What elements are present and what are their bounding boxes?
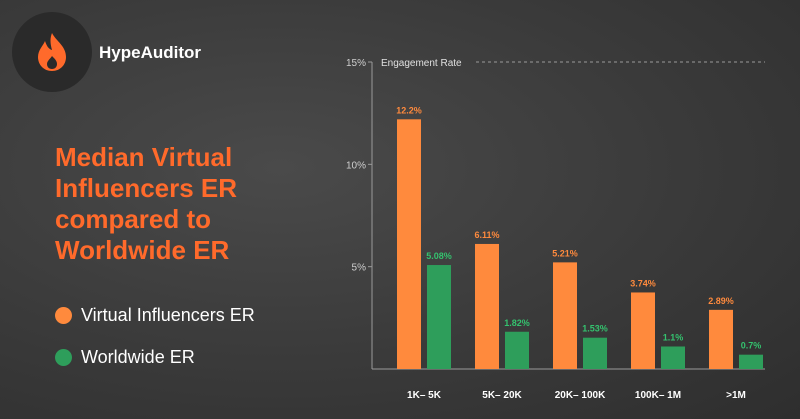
data-label-virtual: 5.21%	[552, 248, 578, 258]
bar-worldwide	[661, 346, 685, 369]
data-label-virtual: 6.11%	[474, 230, 499, 240]
data-label-worldwide: 1.53%	[582, 324, 608, 334]
y-tick-label: 15%	[346, 58, 366, 69]
y-tick-label: 5%	[352, 263, 367, 274]
data-label-worldwide: 1.82%	[504, 318, 530, 328]
y-tick-label: 10%	[346, 160, 366, 171]
data-label-worldwide: 1.1%	[663, 332, 684, 342]
data-label-virtual: 3.74%	[630, 278, 656, 288]
legend-label-worldwide: Worldwide ER	[81, 347, 195, 367]
legend-item-worldwide: Worldwide ER	[55, 347, 195, 368]
bar-worldwide	[583, 337, 607, 369]
x-tick-label: 5K– 20K	[482, 390, 522, 401]
data-label-virtual: 12.2%	[396, 105, 422, 115]
bar-virtual	[553, 262, 577, 369]
x-tick-label: >1M	[726, 390, 746, 401]
x-tick-label: 1K– 5K	[407, 390, 442, 401]
bar-worldwide	[505, 331, 529, 369]
legend-swatch-worldwide	[55, 349, 72, 366]
data-label-worldwide: 5.08%	[426, 251, 452, 261]
legend-item-virtual: Virtual Influencers ER	[55, 305, 255, 326]
bar-virtual	[709, 309, 733, 369]
bar-virtual	[475, 243, 499, 369]
bar-worldwide	[739, 354, 763, 369]
legend-swatch-virtual	[55, 307, 72, 324]
legend-label-virtual: Virtual Influencers ER	[81, 305, 255, 325]
logo-badge	[12, 12, 92, 92]
bar-worldwide	[427, 265, 451, 369]
x-tick-label: 20K– 100K	[555, 390, 606, 401]
data-label-worldwide: 0.7%	[741, 341, 762, 351]
flame-icon	[38, 33, 66, 71]
x-tick-label: 100K– 1M	[635, 390, 681, 401]
bar-virtual	[631, 292, 655, 369]
page-title: Median Virtual Influencers ER compared t…	[55, 142, 238, 265]
data-label-virtual: 2.89%	[708, 296, 734, 306]
chart-title: Engagement Rate	[381, 58, 462, 69]
brand-name: HypeAuditor	[99, 43, 201, 62]
bar-virtual	[397, 119, 421, 369]
